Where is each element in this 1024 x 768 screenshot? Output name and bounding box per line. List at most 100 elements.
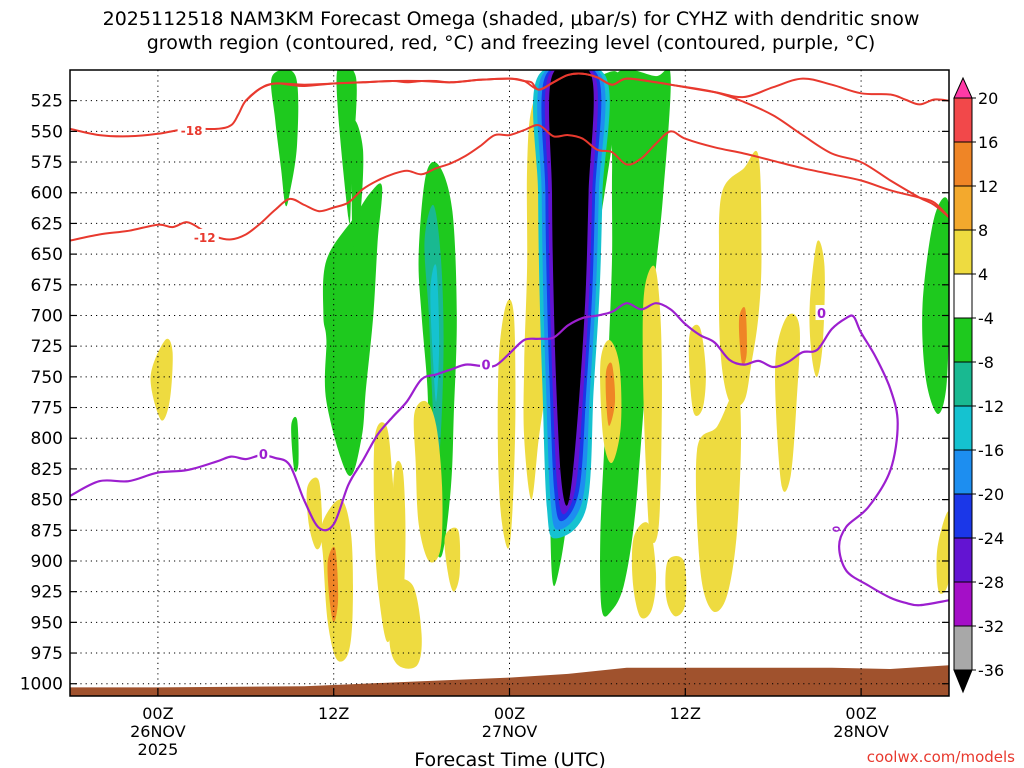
omega-region [291, 416, 299, 472]
y-tick-label: 900 [31, 552, 63, 572]
colorbar-label: -20 [978, 485, 1004, 504]
omega-region [150, 338, 173, 421]
colorbar-bin [953, 625, 973, 671]
y-tick-label: 575 [31, 153, 63, 173]
omega-region [373, 422, 396, 643]
y-tick-label: 875 [31, 521, 63, 541]
freezing-label: 0 [482, 359, 491, 374]
omega-region [600, 70, 671, 617]
y-tick-label: 700 [31, 306, 63, 326]
colorbar-label: -36 [978, 661, 1004, 680]
title-line-1: 2025112518 NAM3KM Forecast Omega (shaded… [103, 8, 920, 30]
freezing-label-bg [480, 356, 493, 372]
x-tick-label: 12Z [670, 704, 701, 723]
omega-core-max [549, 70, 594, 506]
dgz-label: -18 [181, 124, 203, 138]
colorbar-label: -16 [978, 441, 1004, 460]
colorbar-bin [953, 405, 973, 451]
omega-region [388, 578, 422, 669]
y-tick-label: 775 [31, 399, 63, 419]
colorbar-bin [953, 581, 973, 627]
colorbar-bin [953, 537, 973, 583]
colorbar-bin [953, 273, 973, 319]
dgz-label-bg [190, 228, 219, 244]
contours: -18 -12 0 0 0 [70, 72, 949, 607]
x-tick-year: 2025 [138, 740, 179, 759]
colorbar-bin [953, 493, 973, 539]
omega-region [413, 400, 443, 563]
colorbar-label: -8 [978, 353, 994, 372]
y-tick-label: 925 [31, 583, 63, 603]
colorbar-label: -28 [978, 573, 1004, 592]
dgz-contour [70, 124, 949, 242]
y-tick-label: 975 [31, 644, 63, 664]
y-tick-label: 725 [31, 337, 63, 357]
freezing-label: 0 [817, 307, 826, 322]
omega-region [738, 307, 747, 366]
title-line-2: growth region (contoured, red, °C) and f… [147, 32, 876, 54]
terrain [70, 665, 949, 696]
y-tick-label: 525 [31, 92, 63, 112]
omega-region [631, 522, 657, 619]
omega-region [306, 477, 323, 550]
x-tick-label: 00Z [494, 704, 525, 723]
omega-region [322, 183, 383, 476]
colorbar-bin [953, 185, 973, 231]
omega-region [351, 120, 364, 247]
terrain-ground [70, 665, 949, 696]
omega-region [271, 70, 299, 207]
omega-region [936, 511, 949, 594]
colorbar-label: 8 [978, 221, 988, 240]
colorbar-label: 20 [978, 89, 998, 108]
dgz-label: -12 [194, 231, 216, 245]
colorbar: 20 16 12 8 4 -4 -8 -12 -16 -20 -24 -28 -32 -36 [953, 76, 1004, 694]
y-tick-label: 550 [31, 122, 63, 142]
x-axis-label: Forecast Time (UTC) [414, 749, 605, 768]
omega-region [642, 265, 662, 544]
omega-region [430, 264, 440, 402]
omega-region [605, 362, 616, 426]
x-tick-label: 12Z [318, 704, 349, 723]
colorbar-label: 4 [978, 265, 988, 284]
omega-region [665, 555, 687, 617]
omega-region [444, 527, 461, 592]
y-axis: 525 550 575 600 625 650 675 700 725 750 775 800 825 8… [20, 92, 949, 695]
y-tick-label: 600 [31, 184, 63, 204]
y-tick-label: 750 [31, 368, 63, 388]
x-tick-date: 28NOV [833, 722, 889, 741]
colorbar-label: -24 [978, 529, 1004, 548]
colorbar-top-arrow [953, 76, 973, 99]
y-tick-label: 625 [31, 214, 63, 234]
y-tick-label: 800 [31, 429, 63, 449]
colorbar-label: -4 [978, 309, 994, 328]
colorbar-bin [953, 317, 973, 363]
omega-region [327, 546, 339, 623]
colorbar-bin [953, 361, 973, 407]
colorbar-bin [953, 449, 973, 495]
omega-core [533, 70, 610, 539]
x-tick-label: 00Z [845, 704, 876, 723]
colorbar-bottom-arrow [953, 669, 973, 694]
dgz-label-bg [177, 122, 206, 138]
freezing-level-cell [832, 526, 840, 532]
y-tick-label: 825 [31, 460, 63, 480]
gridlines [70, 70, 949, 696]
y-tick-label: 850 [31, 491, 63, 511]
y-tick-label: 650 [31, 245, 63, 265]
colorbar-label: -32 [978, 617, 1004, 636]
colorbar-label: 12 [978, 177, 998, 196]
y-tick-label: 675 [31, 276, 63, 296]
colorbar-bin [953, 97, 973, 143]
freezing-label-bg [815, 305, 828, 321]
watermark[interactable]: coolwx.com/models [867, 748, 1015, 766]
omega-region [922, 197, 949, 414]
colorbar-bin [953, 229, 973, 275]
colorbar-bin [953, 141, 973, 187]
omega-region [688, 324, 706, 416]
colorbar-label: 16 [978, 133, 998, 152]
dgz-contour-upper [245, 72, 949, 106]
omega-region [695, 389, 741, 613]
y-tick-label: 950 [31, 613, 63, 633]
